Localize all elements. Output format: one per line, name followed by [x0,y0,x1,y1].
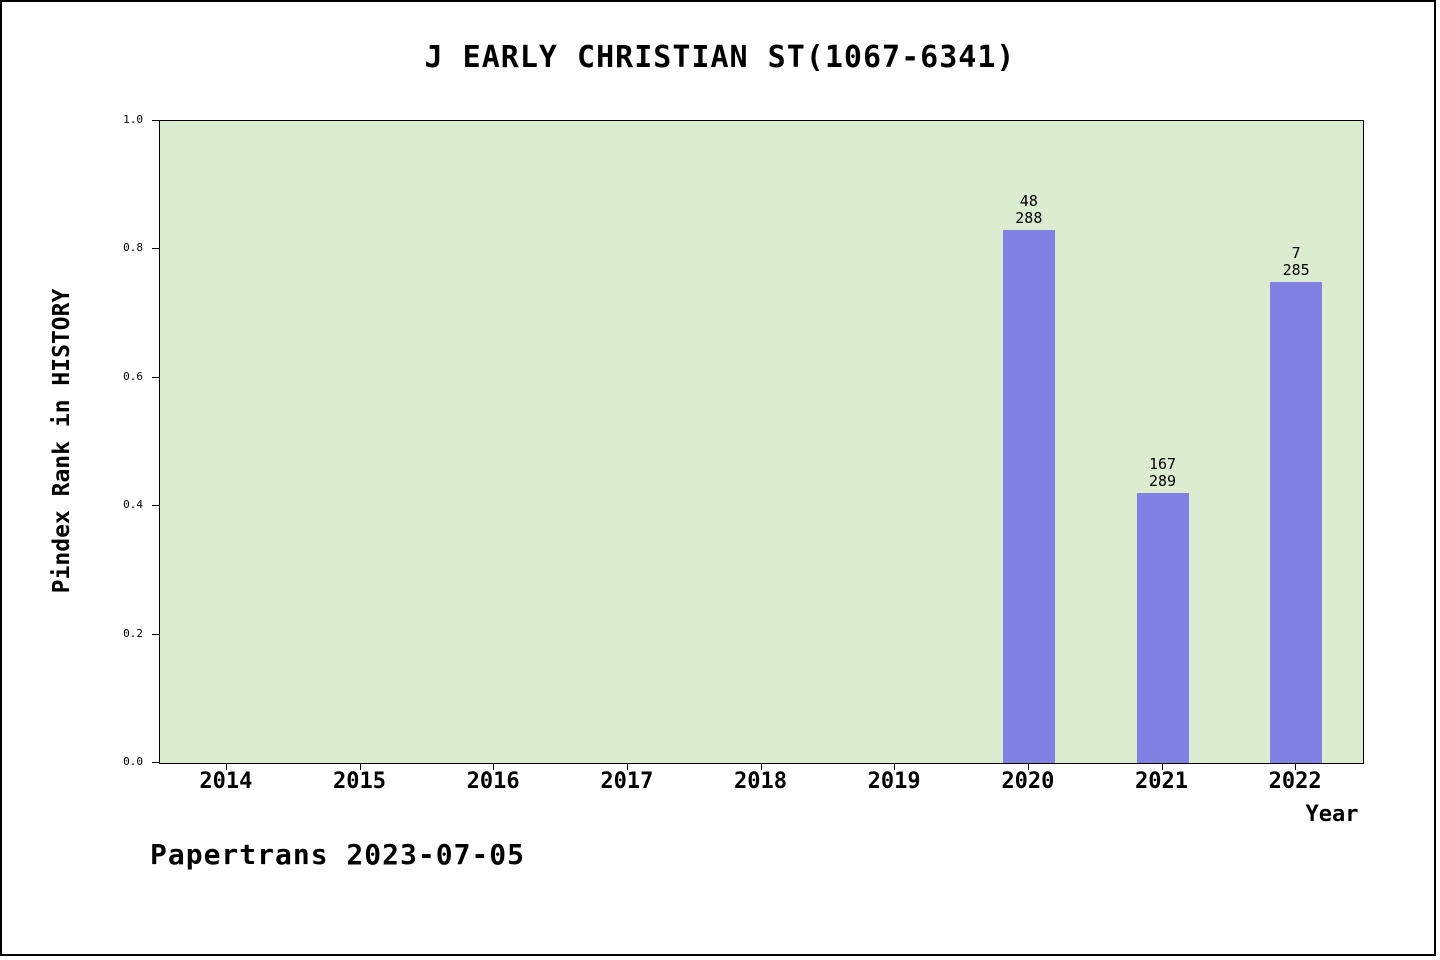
x-tick-mark [359,763,361,770]
y-tick-mark [152,633,159,635]
y-axis-ticks: 0.0 0.2 0.4 0.6 0.8 1.0 [2,114,159,768]
bar-2020 [1002,230,1055,763]
x-tick-mark [1161,763,1163,770]
x-tick-label: 2014 [199,769,253,794]
y-tick-label: 0.6 [123,369,143,383]
y-tick-mark [152,762,159,763]
bars-layer: 48 288 167 289 7 285 [160,121,1363,763]
x-axis-ticks: 2014 2015 2016 2017 2018 2019 2020 2021 2022 [159,763,1362,807]
y-tick-label: 1.0 [123,113,143,126]
bar-value-label: 48 288 [1015,192,1043,228]
y-tick-label: 0.0 [123,755,143,768]
y-tick-mark [152,376,159,378]
x-tick-label: 2016 [466,769,520,794]
y-tick-mark [152,120,159,121]
y-tick-label: 0.2 [123,626,143,640]
x-tick-label: 2017 [600,769,654,794]
x-tick-mark [1027,763,1029,770]
bar-value-label: 167 289 [1148,455,1177,491]
x-tick-mark [760,763,762,770]
x-tick-mark [493,763,495,770]
x-tick-label: 2020 [1001,769,1055,794]
x-tick-label: 2018 [734,769,787,794]
x-tick-label: 2015 [333,769,386,794]
bar-value-label: 7 285 [1282,243,1310,279]
chart-title: J EARLY CHRISTIAN ST(1067-6341) [424,40,1016,75]
x-tick-label: 2022 [1268,769,1322,794]
x-tick-mark [225,763,227,770]
y-tick-mark [152,248,159,250]
plot-area: 48 288 167 289 7 285 [159,120,1364,764]
x-tick-mark [1295,763,1297,770]
watermark-text: Papertrans 2023-07-05 [150,838,526,871]
x-tick-mark [626,763,628,770]
x-tick-label: 2021 [1135,769,1188,794]
bar-2022 [1270,281,1323,763]
y-tick-label: 0.4 [123,498,143,512]
y-tick-label: 0.8 [123,241,143,255]
x-tick-mark [894,763,896,770]
bar-2021 [1136,493,1189,763]
y-tick-mark [152,505,159,507]
x-tick-label: 2019 [867,769,921,794]
x-axis-label: Year [1305,802,1359,827]
